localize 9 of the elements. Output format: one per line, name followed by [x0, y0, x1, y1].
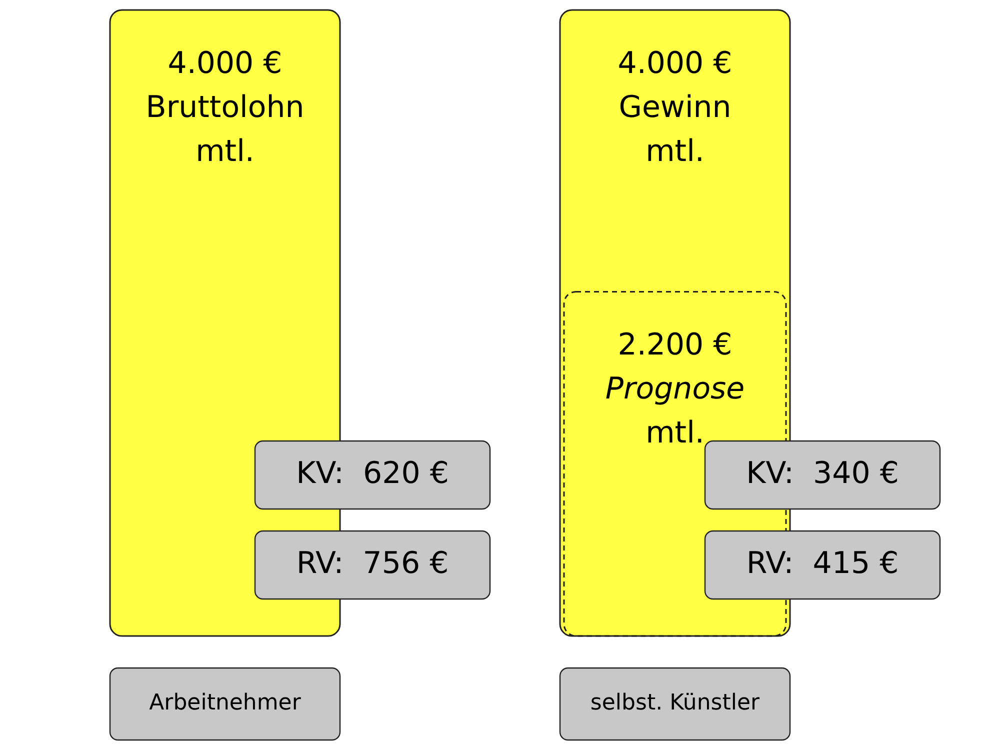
data-label: 4.000 € Bruttolohn mtl. — [146, 46, 304, 169]
annotation: KV: 340 € — [746, 456, 899, 491]
annotation: RV: 756 € — [296, 546, 449, 581]
x-tick-label: selbst. Künstler — [590, 690, 761, 716]
x-tick-label: Arbeitnehmer — [149, 690, 302, 716]
data-label: 2.200 € Prognose mtl. — [605, 327, 745, 450]
data-label: 4.000 € Gewinn mtl. — [618, 46, 732, 169]
annotation: KV: 620 € — [296, 456, 449, 491]
annotation: RV: 415 € — [746, 546, 899, 581]
